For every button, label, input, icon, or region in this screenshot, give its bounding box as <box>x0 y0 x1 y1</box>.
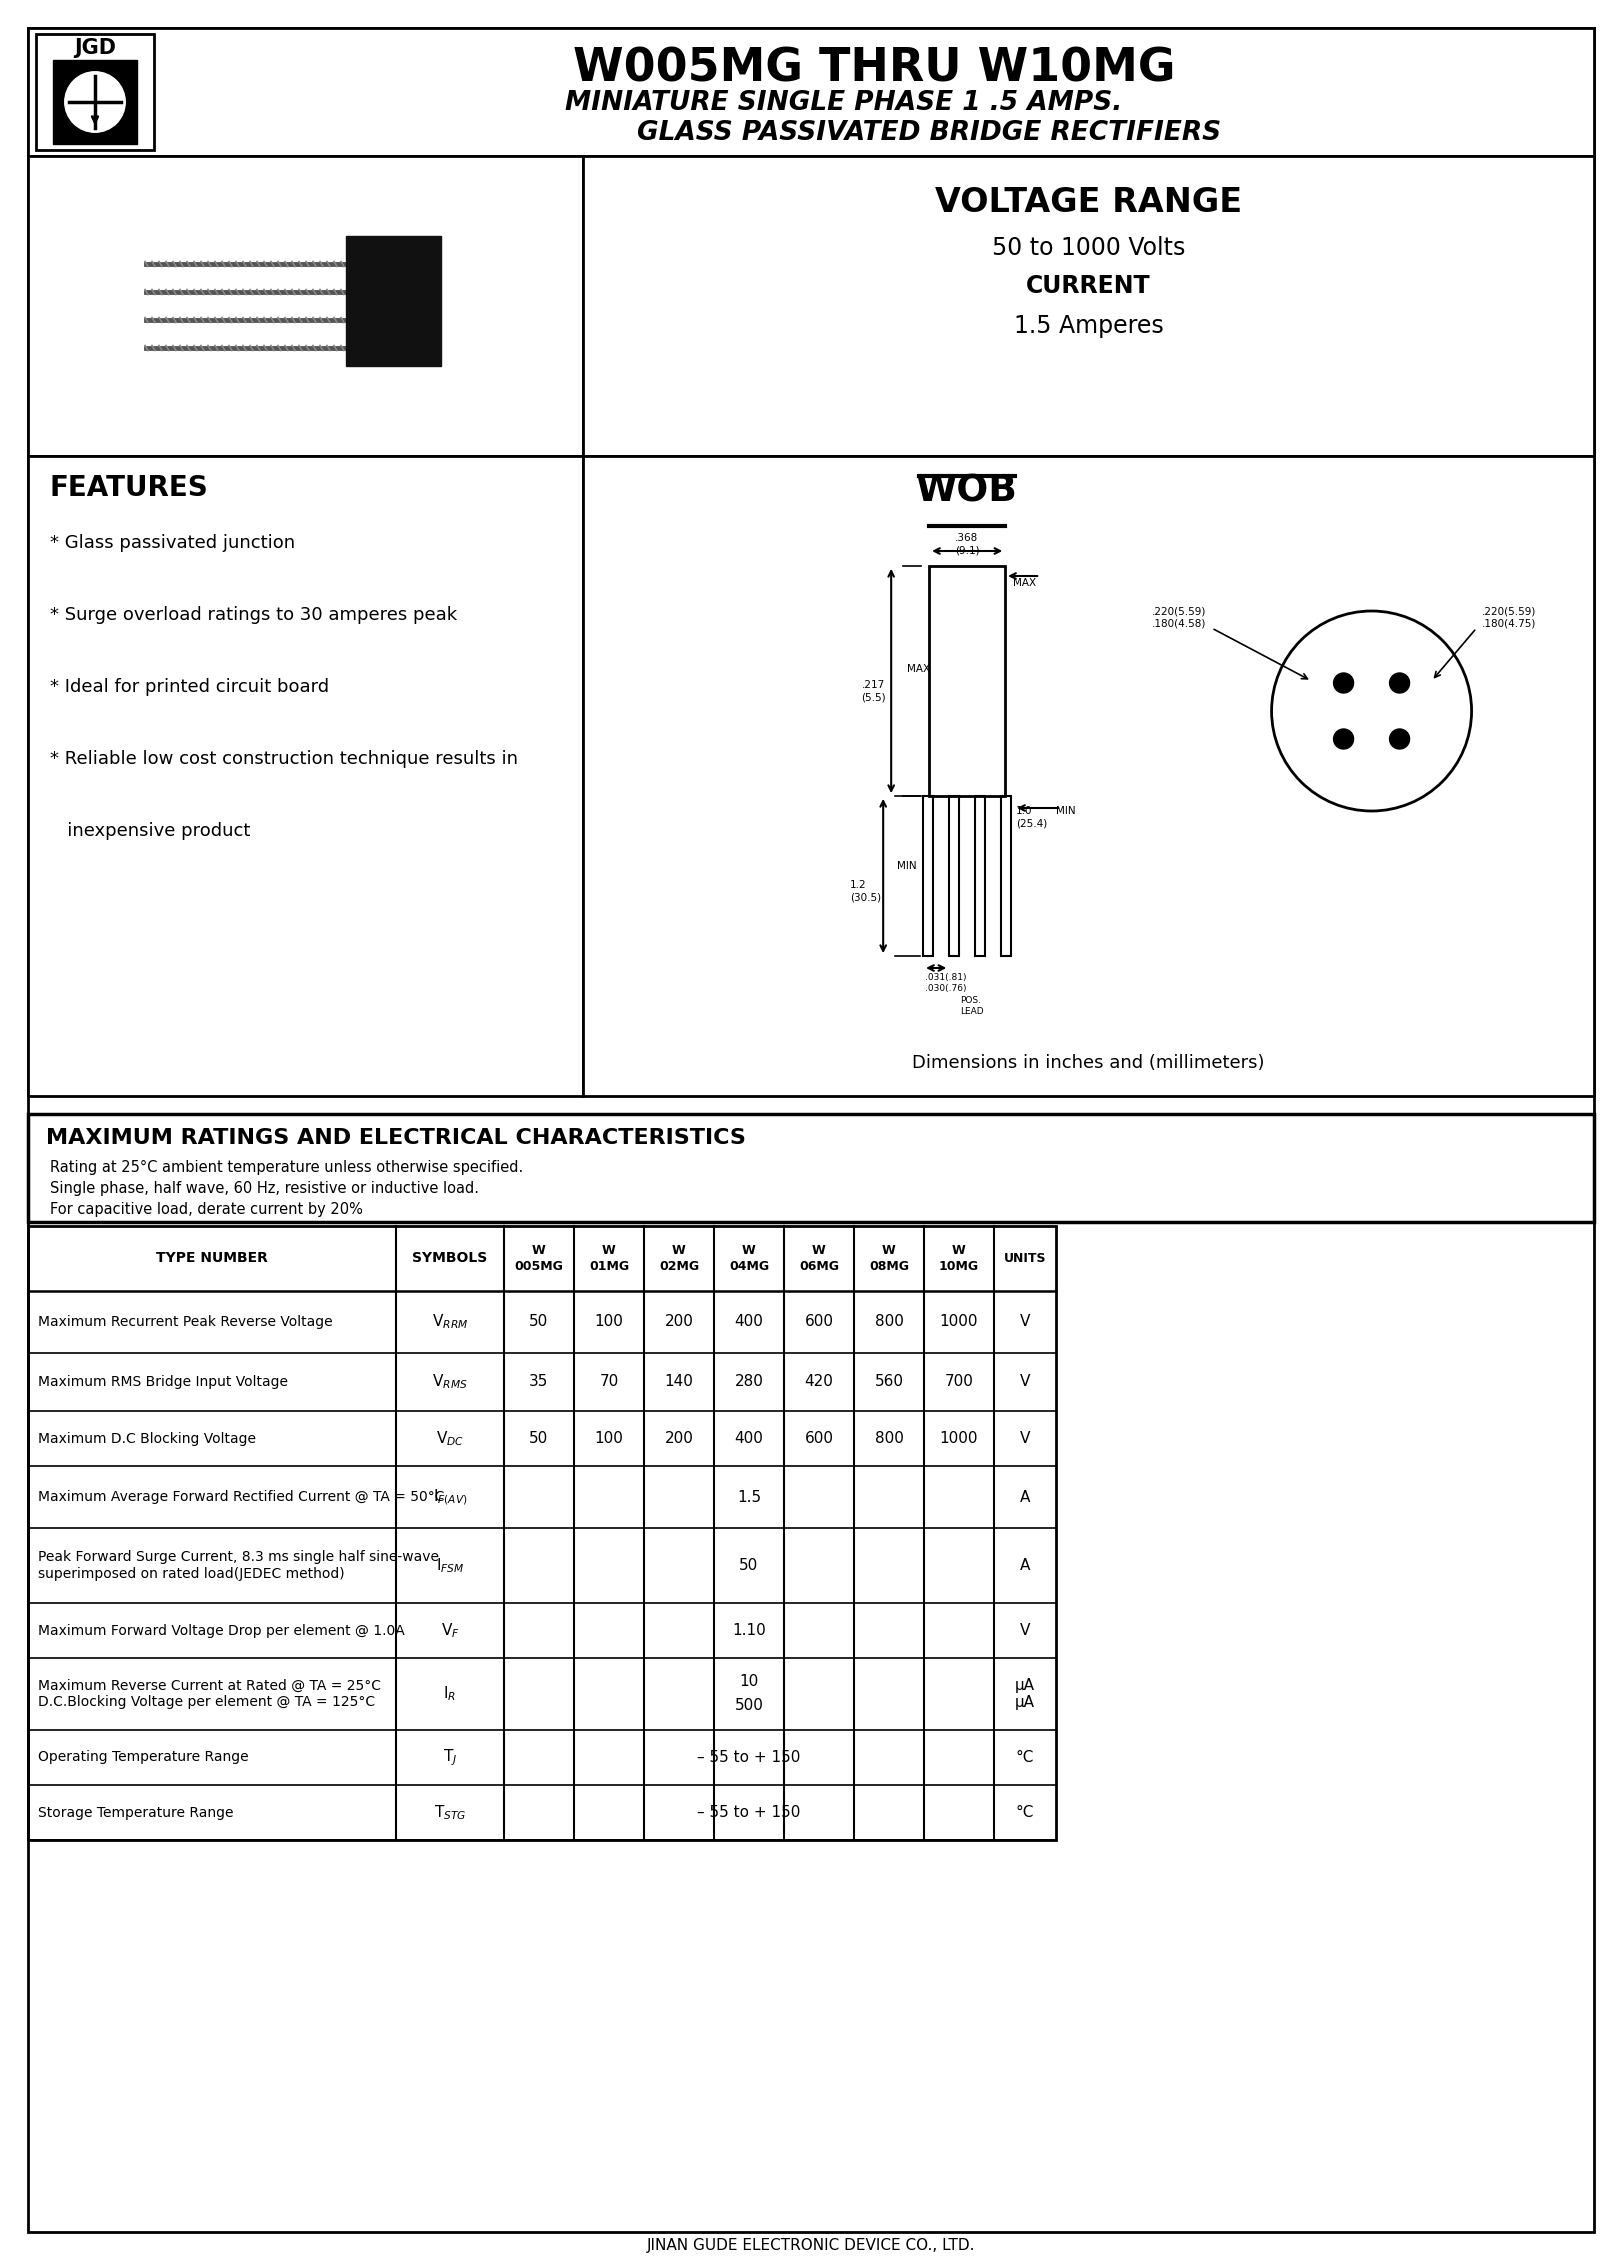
Text: * Reliable low cost construction technique results in: * Reliable low cost construction techniq… <box>50 750 517 768</box>
Text: TYPE NUMBER: TYPE NUMBER <box>156 1252 268 1266</box>
Text: W
01MG: W 01MG <box>589 1245 629 1272</box>
Text: A: A <box>1020 1557 1030 1573</box>
Text: Storage Temperature Range: Storage Temperature Range <box>37 1806 234 1819</box>
Text: 70: 70 <box>600 1374 618 1390</box>
Text: I$_R$: I$_R$ <box>443 1684 456 1704</box>
Bar <box>28 27 1594 156</box>
Text: Maximum D.C Blocking Voltage: Maximum D.C Blocking Voltage <box>37 1431 256 1446</box>
Bar <box>582 457 1594 1096</box>
Text: 200: 200 <box>665 1431 694 1446</box>
Text: FEATURES: FEATURES <box>50 475 209 502</box>
Text: MAXIMUM RATINGS AND ELECTRICAL CHARACTERISTICS: MAXIMUM RATINGS AND ELECTRICAL CHARACTER… <box>45 1128 746 1148</box>
Bar <box>28 156 582 457</box>
Text: inexpensive product: inexpensive product <box>50 823 250 841</box>
Text: .220(5.59)
.180(4.75): .220(5.59) .180(4.75) <box>1481 606 1536 628</box>
Text: W
02MG: W 02MG <box>659 1245 699 1272</box>
Text: MAX: MAX <box>907 664 931 673</box>
Text: Peak Forward Surge Current, 8.3 ms single half sine-wave
superimposed on rated l: Peak Forward Surge Current, 8.3 ms singl… <box>37 1550 440 1580</box>
Text: V: V <box>1020 1431 1030 1446</box>
Text: – 55 to + 150: – 55 to + 150 <box>697 1749 801 1765</box>
Text: Single phase, half wave, 60 Hz, resistive or inductive load.: Single phase, half wave, 60 Hz, resistiv… <box>50 1182 478 1196</box>
Text: μA
μA: μA μA <box>1015 1677 1035 1711</box>
Bar <box>28 457 582 1096</box>
Text: UNITS: UNITS <box>1004 1252 1046 1266</box>
Text: WOB: WOB <box>916 475 1019 511</box>
Text: W
10MG: W 10MG <box>939 1245 980 1272</box>
Text: 400: 400 <box>735 1431 764 1446</box>
Bar <box>929 565 1006 796</box>
Text: W
06MG: W 06MG <box>800 1245 839 1272</box>
Bar <box>949 796 959 956</box>
Text: 1.0
(25.4): 1.0 (25.4) <box>1015 807 1048 829</box>
Text: V$_{RMS}$: V$_{RMS}$ <box>431 1372 467 1392</box>
Text: °C: °C <box>1015 1749 1035 1765</box>
Text: T$_{STG}$: T$_{STG}$ <box>433 1803 466 1822</box>
Text: VOLTAGE RANGE: VOLTAGE RANGE <box>934 185 1242 219</box>
Text: A: A <box>1020 1489 1030 1505</box>
Text: Maximum Forward Voltage Drop per element @ 1.0A: Maximum Forward Voltage Drop per element… <box>37 1623 406 1638</box>
Text: CURRENT: CURRENT <box>1027 273 1152 298</box>
Text: 1.5 Amperes: 1.5 Amperes <box>1014 314 1163 339</box>
Text: MINIATURE SINGLE PHASE 1 .5 AMPS.: MINIATURE SINGLE PHASE 1 .5 AMPS. <box>566 90 1122 115</box>
Circle shape <box>1390 673 1410 694</box>
Bar <box>582 156 1594 457</box>
Text: 50: 50 <box>529 1315 548 1329</box>
Text: Maximum RMS Bridge Input Voltage: Maximum RMS Bridge Input Voltage <box>37 1374 289 1390</box>
Text: 400: 400 <box>735 1315 764 1329</box>
Text: 1.10: 1.10 <box>732 1623 766 1638</box>
Text: 600: 600 <box>805 1315 834 1329</box>
Text: 1.2
(30.5): 1.2 (30.5) <box>850 879 881 902</box>
Text: Maximum Reverse Current at Rated @ TA = 25°C
D.C.Blocking Voltage per element @ : Maximum Reverse Current at Rated @ TA = … <box>37 1679 381 1709</box>
Text: 800: 800 <box>874 1431 903 1446</box>
Bar <box>975 796 985 956</box>
Text: W
08MG: W 08MG <box>869 1245 908 1272</box>
Text: .368
(9.1): .368 (9.1) <box>955 533 980 556</box>
Text: – 55 to + 150: – 55 to + 150 <box>697 1806 801 1819</box>
Text: JINAN GUDE ELECTRONIC DEVICE CO., LTD.: JINAN GUDE ELECTRONIC DEVICE CO., LTD. <box>647 2237 975 2253</box>
Text: W005MG THRU W10MG: W005MG THRU W10MG <box>573 45 1176 90</box>
Circle shape <box>1333 673 1354 694</box>
Text: Maximum Average Forward Rectified Current @ TA = 50°C: Maximum Average Forward Rectified Curren… <box>37 1489 444 1503</box>
Text: 700: 700 <box>944 1374 973 1390</box>
Circle shape <box>65 72 125 133</box>
Bar <box>923 796 933 956</box>
Text: JGD: JGD <box>75 38 117 59</box>
Text: MIN: MIN <box>1056 807 1075 816</box>
Text: 600: 600 <box>805 1431 834 1446</box>
Circle shape <box>1333 730 1354 748</box>
Text: .220(5.59)
.180(4.58): .220(5.59) .180(4.58) <box>1152 606 1207 628</box>
Text: T$_J$: T$_J$ <box>443 1747 457 1767</box>
Text: 420: 420 <box>805 1374 834 1390</box>
Text: 1.5: 1.5 <box>736 1489 761 1505</box>
Text: V: V <box>1020 1315 1030 1329</box>
Bar <box>54 61 136 145</box>
Text: 280: 280 <box>735 1374 764 1390</box>
Bar <box>28 1114 1594 1223</box>
Text: 10: 10 <box>740 1675 759 1690</box>
Text: 100: 100 <box>595 1315 623 1329</box>
Text: * Ideal for printed circuit board: * Ideal for printed circuit board <box>50 678 329 696</box>
Text: °C: °C <box>1015 1806 1035 1819</box>
Bar <box>36 34 154 149</box>
Text: Rating at 25°C ambient temperature unless otherwise specified.: Rating at 25°C ambient temperature unles… <box>50 1159 524 1175</box>
Bar <box>1001 796 1011 956</box>
Text: 1000: 1000 <box>939 1431 978 1446</box>
Text: Maximum Recurrent Peak Reverse Voltage: Maximum Recurrent Peak Reverse Voltage <box>37 1315 333 1329</box>
Text: I$_{FSM}$: I$_{FSM}$ <box>436 1557 464 1575</box>
Text: MAX: MAX <box>1014 579 1036 588</box>
Bar <box>28 1225 1056 1840</box>
Text: .031(.81)
.030(.76): .031(.81) .030(.76) <box>926 974 967 992</box>
Text: GLASS PASSIVATED BRIDGE RECTIFIERS: GLASS PASSIVATED BRIDGE RECTIFIERS <box>637 120 1221 147</box>
Text: * Surge overload ratings to 30 amperes peak: * Surge overload ratings to 30 amperes p… <box>50 606 457 624</box>
Circle shape <box>1390 730 1410 748</box>
Text: 800: 800 <box>874 1315 903 1329</box>
Text: V$_F$: V$_F$ <box>441 1620 459 1641</box>
Text: 35: 35 <box>529 1374 548 1390</box>
Text: 100: 100 <box>595 1431 623 1446</box>
Text: MIN: MIN <box>897 861 916 870</box>
Text: SYMBOLS: SYMBOLS <box>412 1252 488 1266</box>
Text: For capacitive load, derate current by 20%: For capacitive load, derate current by 2… <box>50 1202 363 1216</box>
Text: V: V <box>1020 1623 1030 1638</box>
Text: 50: 50 <box>529 1431 548 1446</box>
Bar <box>345 235 441 366</box>
